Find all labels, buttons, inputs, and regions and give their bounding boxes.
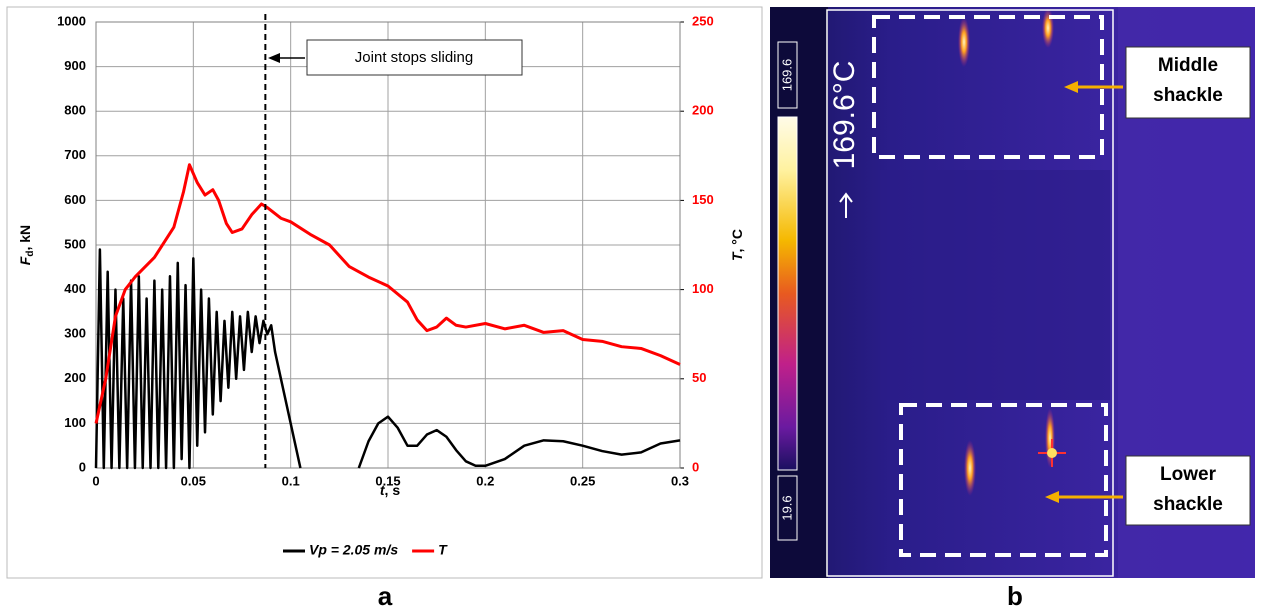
panel-a-frame (6, 6, 763, 579)
annotation-text: Joint stops sliding (355, 49, 473, 66)
max-readout: 169.6°C (828, 61, 861, 170)
label-subscript: d (25, 251, 36, 257)
y-tick-label: 700 (64, 147, 86, 162)
legend-label: Vp = 2.05 m/s (309, 542, 398, 558)
y-tick-label: 1000 (57, 13, 86, 28)
label-unit: , °C (729, 229, 745, 253)
scale-min-box (777, 475, 798, 541)
label-unit: , kN (17, 225, 33, 251)
y2-tick-label: 0 (692, 459, 699, 474)
readout-arrow (839, 192, 853, 218)
y-tick-label: 800 (64, 103, 86, 118)
y2-axis-label: T, °C (729, 229, 745, 261)
y-tick-label: 900 (64, 58, 86, 73)
y-tick-label: 300 (64, 326, 86, 341)
callout-box (1125, 455, 1251, 526)
annotation-box (306, 39, 523, 76)
callout-text: Lower (1160, 464, 1217, 485)
x-tick-label: 0.1 (282, 473, 300, 488)
x-axis-label: t, s (380, 482, 400, 498)
label-symbol: T (729, 251, 745, 261)
thermal-image: 169.6 19.6 169.6°C Middle shackle Lower … (770, 7, 1255, 578)
hot-spot (1042, 8, 1054, 48)
y-tick-label: 500 (64, 236, 86, 251)
panel-label: b (1007, 581, 1023, 611)
y2-tick-label: 250 (692, 13, 714, 28)
panel-label: a (378, 581, 393, 611)
scale-min: 19.6 (779, 495, 794, 520)
y-tick-label: 200 (64, 370, 86, 385)
callout-arrow (1045, 491, 1123, 503)
x-tick-label: 0.2 (476, 473, 494, 488)
annotation-arrow (268, 53, 305, 63)
image-frame (826, 9, 1114, 577)
series-line (94, 163, 681, 424)
hot-spot (958, 17, 970, 67)
x-tick-label: 0.25 (570, 473, 595, 488)
label-unit: , s (385, 482, 401, 498)
hot-spot (964, 440, 976, 496)
callout-text: Middle (1158, 55, 1218, 76)
lower-shackle-box (899, 403, 1108, 557)
y2-tick-label: 50 (692, 370, 706, 385)
callout-arrow (1064, 81, 1123, 93)
middle-shackle-box (872, 15, 1104, 159)
color-bar (777, 116, 798, 471)
callout-text: shackle (1153, 85, 1223, 106)
x-tick-label: 0.05 (181, 473, 206, 488)
crosshair (1038, 439, 1066, 467)
callout-box (1125, 46, 1251, 119)
callout-text: shackle (1153, 494, 1223, 515)
plate-region (880, 170, 1110, 400)
label-symbol: F (17, 256, 33, 265)
scale-max-box (777, 41, 798, 109)
x-tick-label: 0.3 (671, 473, 689, 488)
y2-tick-label: 150 (692, 192, 714, 207)
label-symbol: t (380, 482, 386, 498)
hot-spot (1045, 408, 1055, 468)
x-tick-label: 0 (92, 473, 99, 488)
y-axis-label: Fd, kN (17, 225, 36, 265)
y2-tick-label: 200 (692, 103, 714, 118)
y2-tick-label: 100 (692, 281, 714, 296)
x-tick-label: 0.15 (375, 473, 400, 488)
series-line (94, 248, 681, 470)
plot-frame (95, 21, 681, 469)
scale-max: 169.6 (779, 59, 794, 92)
legend-label: T (438, 542, 448, 558)
y-tick-label: 600 (64, 192, 86, 207)
y-tick-label: 100 (64, 415, 86, 430)
y-tick-label: 400 (64, 281, 86, 296)
y-tick-label: 0 (79, 459, 86, 474)
